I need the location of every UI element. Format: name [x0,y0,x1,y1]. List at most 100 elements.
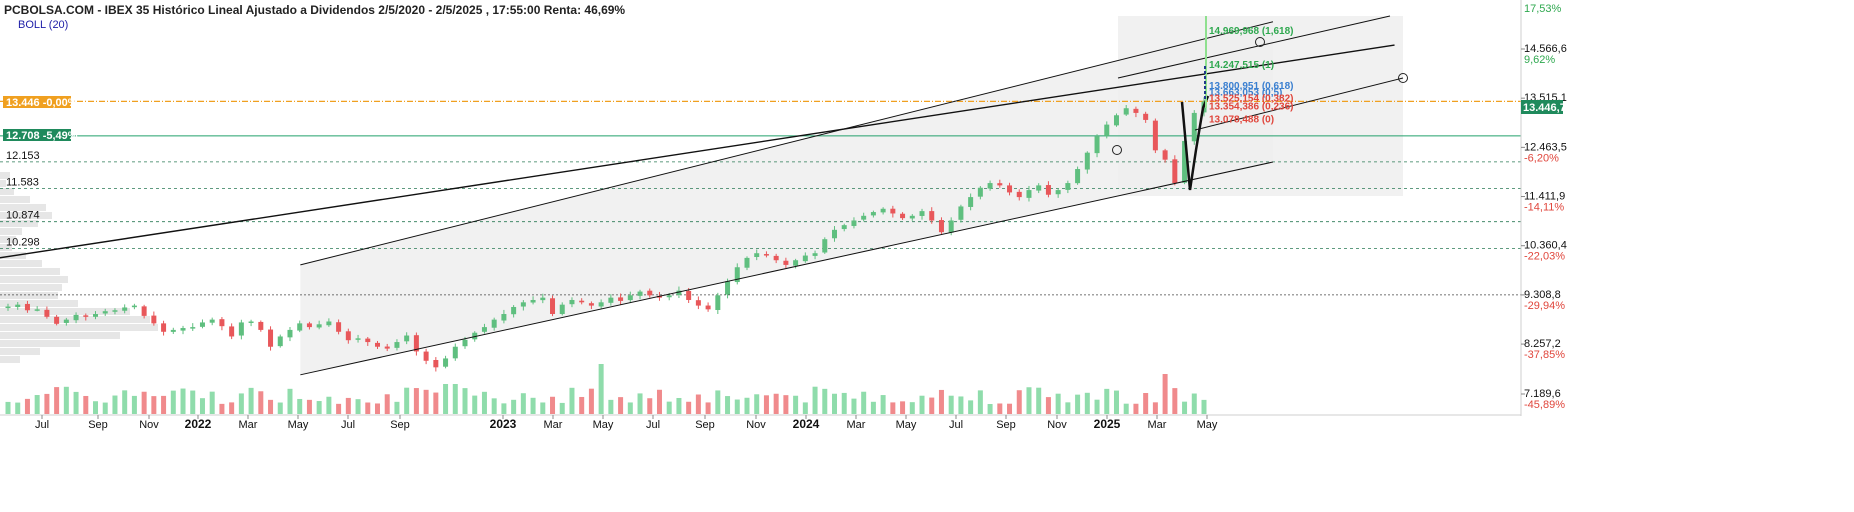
volume-bar [83,395,89,414]
volume-bar [394,401,400,414]
candle-body [413,335,419,352]
volume-bar [890,402,896,414]
candle-body [851,220,857,226]
candle-body [929,211,935,221]
volume-bar [598,364,604,414]
volume-bar [1143,393,1149,414]
candle-body [656,295,662,298]
volume-bar [1007,403,1013,414]
volume-bar [1201,399,1207,414]
candle-body [5,306,11,309]
fib-upper-line[interactable] [1117,15,1391,79]
candle-body [1094,136,1100,154]
x-tick-label: Sep [695,419,715,431]
volume-bar [102,402,108,414]
volume-bar [404,387,410,414]
x-tick-label: Nov [1047,419,1067,431]
candle-body [1162,150,1168,160]
x-tick-label: 2025 [1094,417,1121,431]
volume-bar [384,394,390,414]
x-tick-label: May [288,419,309,431]
anchor-circle[interactable] [1112,145,1122,155]
volume-bar [306,399,312,414]
y-axis-top-pct: 17,53% [1524,3,1562,15]
volume-bar [462,388,468,414]
volume-profile-bar [0,340,80,347]
volume-bar [413,388,419,414]
volume-bar [793,395,799,414]
volume-bar [122,390,128,414]
fib-lower-line[interactable] [1194,77,1404,131]
volume-bar [1036,387,1042,414]
lower-channel[interactable] [300,161,1274,376]
volume-bar [219,403,225,414]
candle-body [1172,159,1178,184]
volume-profile-bar [0,212,52,219]
volume-bar [1045,397,1051,414]
candle-body [433,360,439,368]
volume-profile-bar [0,348,40,355]
candle-body [530,299,536,303]
volume-bar [141,391,147,414]
volume-bar [287,388,293,414]
candle-body [686,290,692,300]
volume-bar [1084,392,1090,414]
candle-body [676,290,682,295]
volume-bar [345,397,351,414]
volume-bar [1123,403,1129,414]
volume-bar [355,399,361,414]
candle-body [763,254,769,256]
volume-bar [131,395,137,414]
anchor-circle[interactable] [1398,73,1408,83]
volume-bar [1191,393,1197,414]
candle-body [384,346,390,349]
volume-bar [997,403,1003,414]
volume-bar [1182,401,1188,414]
fib-label: 13.663,053 (0,5) [1209,87,1282,98]
volume-bar [511,399,517,414]
volume-bar [1133,403,1139,414]
x-tick-label: Jul [35,419,49,431]
candle-body [1152,120,1158,151]
volume-bar [559,402,565,414]
fib-label: 14.247,515 (1) [1209,60,1274,71]
candle-body [666,295,672,298]
last-price-text: 13.446,7 [1523,102,1566,114]
volume-bar [880,395,886,414]
volume-bar [238,393,244,414]
volume-bar [812,386,818,414]
candle-body [326,321,332,326]
volume-bar [1152,402,1158,414]
volume-bar [530,397,536,414]
candle-body [316,324,322,328]
left-level-label: 12.153 [6,150,40,162]
volume-bar [977,390,983,414]
y-tick-label: 10.360,4 [1524,240,1567,252]
upper-channel[interactable] [300,21,1274,266]
volume-bar [501,403,507,414]
volume-bar [1172,388,1178,414]
candle-body [1084,152,1090,170]
volume-bar [1162,374,1168,414]
candle-body [297,323,303,331]
candle-body [1075,169,1081,184]
candle-body [1026,190,1032,198]
swing-zigzag [1180,95,1210,191]
volume-bar [647,398,653,414]
candle-body [618,297,624,301]
candle-body [608,297,614,303]
left-level-labels: 12.153 11.583 10.874 10.298 [6,150,40,249]
long-trendline[interactable] [0,44,1395,305]
left-level-label: 10.874 [6,210,40,222]
left-level-label: 11.583 [6,177,39,189]
volume-bar [472,395,478,414]
indicator-label[interactable]: BOLL (20) [18,19,68,31]
volume-bar [1026,387,1032,414]
candle-body [1182,140,1188,183]
volume-bar [423,389,429,414]
trend-lines[interactable] [0,15,1408,376]
green-badge-text: 12.708 -5,49% [6,130,78,142]
anchor-circle[interactable] [1255,37,1265,47]
candle-body [63,319,69,323]
